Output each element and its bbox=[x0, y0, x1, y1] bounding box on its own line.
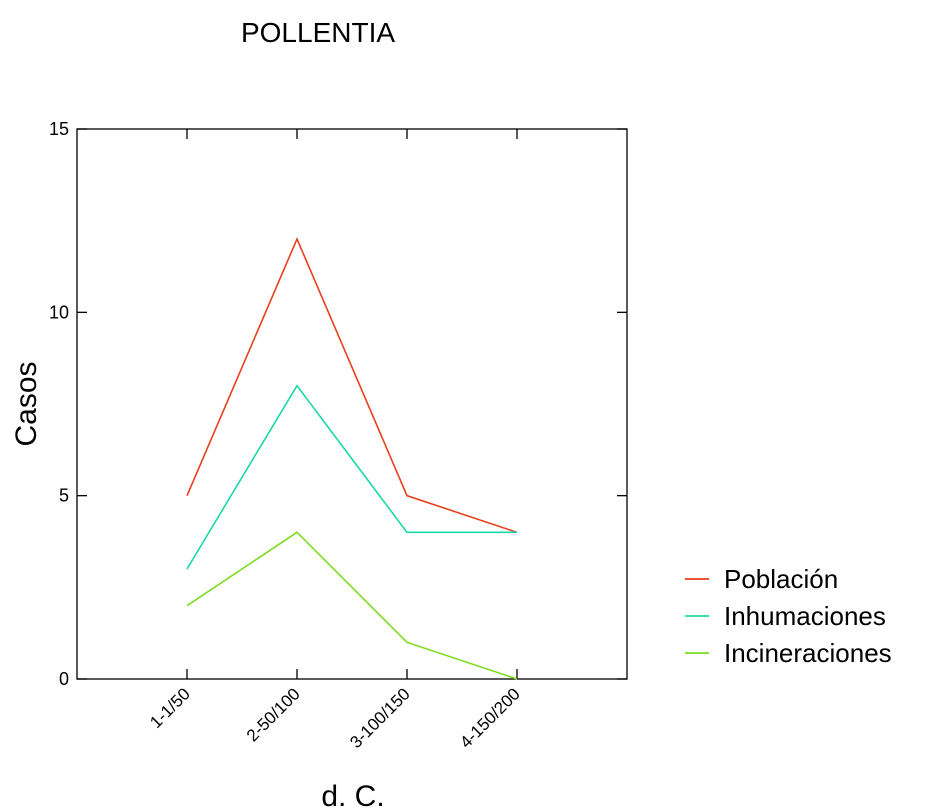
y-tick-label: 0 bbox=[59, 669, 69, 689]
series-lines bbox=[186, 236, 518, 680]
series-line-1 bbox=[186, 384, 517, 570]
series-line-0 bbox=[186, 236, 518, 534]
legend-label: Inhumaciones bbox=[724, 601, 886, 631]
x-tick-label: 2-50/100 bbox=[243, 684, 304, 745]
x-tick-label: 3-100/150 bbox=[346, 684, 414, 752]
x-tick-label: 4-150/200 bbox=[456, 684, 524, 752]
x-tick-label: 1-1/50 bbox=[146, 684, 194, 732]
y-axis: 0 5 10 15 bbox=[49, 119, 627, 689]
legend-label: Población bbox=[724, 564, 838, 594]
series-line-2 bbox=[186, 531, 518, 680]
plot-frame bbox=[76, 128, 628, 680]
y-tick-label: 15 bbox=[49, 119, 69, 139]
x-axis: 1-1/50 2-50/100 3-100/150 4-150/200 bbox=[146, 129, 524, 752]
plot-area bbox=[76, 128, 628, 680]
y-tick-label: 5 bbox=[59, 486, 69, 506]
chart-title: POLLENTIA bbox=[241, 17, 395, 48]
x-axis-label: d. C. bbox=[321, 780, 384, 811]
legend: Población Inhumaciones Incineraciones bbox=[685, 564, 892, 668]
legend-label: Incineraciones bbox=[724, 638, 892, 668]
y-tick-label: 10 bbox=[49, 302, 69, 322]
y-axis-label: Casos bbox=[10, 361, 43, 446]
